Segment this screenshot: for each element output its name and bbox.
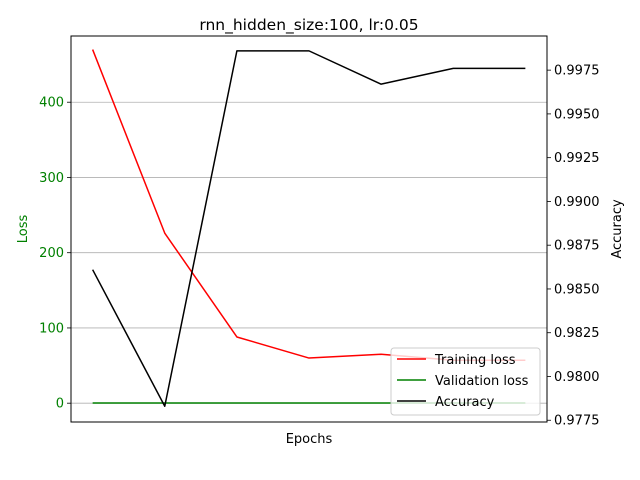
left-tick-label: 400 — [39, 96, 64, 111]
right-tick-label: 0.9825 — [554, 326, 600, 341]
right-tick-label: 0.9775 — [554, 414, 600, 429]
left-tick-label: 300 — [39, 171, 64, 186]
right-tick-label: 0.9925 — [554, 151, 600, 166]
plot-frame — [70, 35, 548, 423]
left-tick-label: 200 — [39, 246, 64, 261]
series-line-training-loss — [91, 49, 526, 362]
legend: Training loss Validation loss Accuracy — [390, 347, 541, 416]
right-tick-label: 0.9900 — [554, 195, 600, 210]
right-axis: 0.9775 0.9800 0.9825 0.9850 0.9875 0.9900 0.99… — [547, 64, 600, 429]
right-tick-label: 0.9975 — [554, 64, 600, 79]
left-tick-label: 100 — [39, 321, 64, 336]
legend-entry-accuracy: Accuracy — [435, 395, 495, 410]
right-tick-label: 0.9875 — [554, 239, 600, 254]
left-axis: 0 100 200 300 400 — [39, 96, 71, 412]
right-tick-label: 0.9800 — [554, 370, 600, 385]
x-axis-label: Epochs — [286, 432, 333, 447]
legend-box — [390, 347, 541, 416]
right-tick-label: 0.9850 — [554, 282, 600, 297]
chart-title: rnn_hidden_size:100, lr:0.05 — [199, 16, 418, 35]
legend-entry-validation-loss: Validation loss — [435, 374, 529, 389]
right-axis-label: Accuracy — [610, 199, 625, 259]
left-axis-label: Loss — [16, 215, 31, 244]
series-line-accuracy — [91, 50, 526, 407]
right-tick-label: 0.9950 — [554, 107, 600, 122]
legend-entry-training-loss: Training loss — [434, 353, 516, 368]
left-tick-label: 0 — [56, 397, 64, 412]
